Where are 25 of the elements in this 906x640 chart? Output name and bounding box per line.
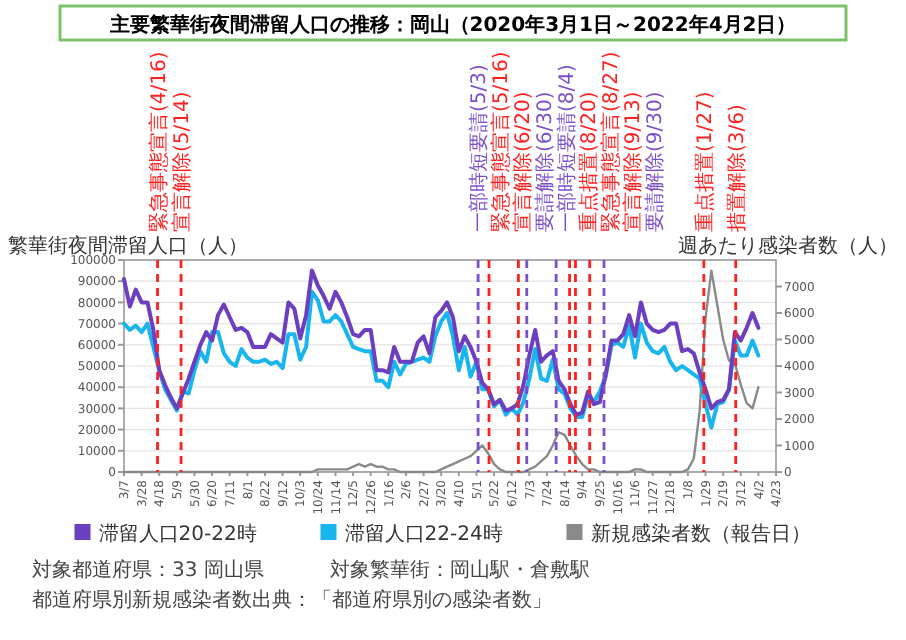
y-axis-title: 繁華街夜間滞留人口（人） [8,234,248,258]
y2-axis-title: 週あたり感染者数（人） [678,234,898,258]
text: 対象繁華街：岡山駅・倉敷駅 [329,558,590,582]
ref-line-label: 要請解除(9/30) [643,91,668,232]
text: 都道府県別新規感染者数出典：「都道府県別の感染者数」 [32,588,552,612]
line-series [122,269,760,474]
ref-line-label: 措置解除(3/6) [724,104,749,232]
ref-line-label: 重点措置(8/20) [577,91,602,232]
ref-line-label: 宣言解除(5/14) [170,91,195,232]
text: 対象都道府県：33 岡山県 [32,558,264,582]
ref-line-label: 要請解除(6/30) [533,91,558,232]
ref-line-label: 重点措置(1/27) [692,91,717,232]
ref-line-label: 緊急事態宣言(4/16) [146,51,171,232]
legend-label: 滞留人口22-24時 [344,522,503,546]
line-series [122,289,761,430]
ref-line-label: 宣言解除(9/13) [621,91,646,232]
ref-line-label: 緊急事態宣言(5/16) [489,51,514,232]
ref-line-label: 一部時短要請(5/3) [467,64,492,232]
ref-line-label: 宣言解除(6/20) [511,91,536,232]
legend-label: 滞留人口20-22時 [98,522,257,546]
ref-line-label: 緊急事態宣言(8/27) [599,51,624,232]
line-series [122,268,761,417]
chart-title: 主要繁華街夜間滞留人口の推移：岡山（2020年3月1日～2022年4月2日） [107,13,797,37]
legend-label: 新規感染者数（報告日） [590,522,811,546]
ref-line-label: 一部時短要請(8/4) [555,64,580,232]
